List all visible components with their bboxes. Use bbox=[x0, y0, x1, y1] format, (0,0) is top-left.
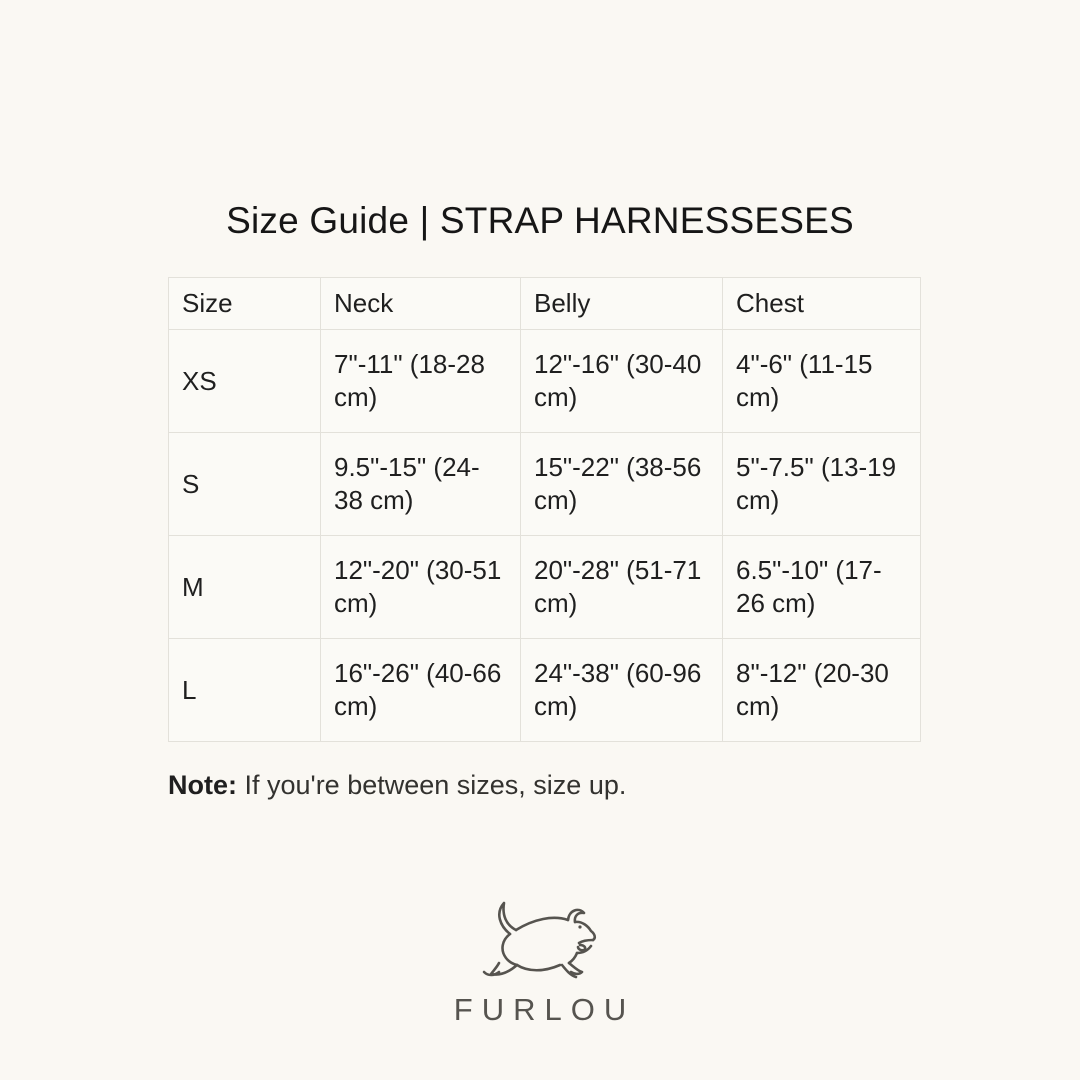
size-label: XS bbox=[168, 329, 321, 433]
note-label: Note: bbox=[168, 770, 237, 800]
leaping-dog-icon bbox=[482, 901, 597, 979]
belly-measurement: 20"-28" (51-71 cm) bbox=[520, 535, 723, 639]
neck-measurement: 16"-26" (40-66 cm) bbox=[320, 638, 521, 742]
chest-measurement: 6.5"-10" (17-26 cm) bbox=[722, 535, 921, 639]
note-text: If you're between sizes, size up. bbox=[237, 770, 627, 800]
sizing-note: Note: If you're between sizes, size up. bbox=[168, 770, 626, 801]
size-label: L bbox=[168, 638, 321, 742]
table-row-s: S 9.5"-15" (24-38 cm) 15"-22" (38-56 cm)… bbox=[168, 432, 921, 536]
belly-measurement: 12"-16" (30-40 cm) bbox=[520, 329, 723, 433]
chest-measurement: 5"-7.5" (13-19 cm) bbox=[722, 432, 921, 536]
size-label: M bbox=[168, 535, 321, 639]
neck-measurement: 12"-20" (30-51 cm) bbox=[320, 535, 521, 639]
belly-measurement: 24"-38" (60-96 cm) bbox=[520, 638, 723, 742]
brand-footer: FURLOU bbox=[0, 898, 1080, 1028]
column-header-size: Size bbox=[168, 277, 321, 330]
column-header-chest: Chest bbox=[722, 277, 921, 330]
table-header-row: Size Neck Belly Chest bbox=[168, 277, 921, 330]
table-row-m: M 12"-20" (30-51 cm) 20"-28" (51-71 cm) … bbox=[168, 535, 921, 639]
table-row-xs: XS 7"-11" (18-28 cm) 12"-16" (30-40 cm) … bbox=[168, 329, 921, 433]
chest-measurement: 8"-12" (20-30 cm) bbox=[722, 638, 921, 742]
neck-measurement: 7"-11" (18-28 cm) bbox=[320, 329, 521, 433]
size-guide-table: Size Neck Belly Chest XS 7"-11" (18-28 c… bbox=[168, 277, 921, 742]
table-row-l: L 16"-26" (40-66 cm) 24"-38" (60-96 cm) … bbox=[168, 638, 921, 742]
size-label: S bbox=[168, 432, 321, 536]
column-header-belly: Belly bbox=[520, 277, 723, 330]
belly-measurement: 15"-22" (38-56 cm) bbox=[520, 432, 723, 536]
column-header-neck: Neck bbox=[320, 277, 521, 330]
page-title: Size Guide | STRAP HARNESSESES bbox=[226, 200, 854, 241]
neck-measurement: 9.5"-15" (24-38 cm) bbox=[320, 432, 521, 536]
brand-wordmark: FURLOU bbox=[453, 992, 636, 1027]
chest-measurement: 4"-6" (11-15 cm) bbox=[722, 329, 921, 433]
